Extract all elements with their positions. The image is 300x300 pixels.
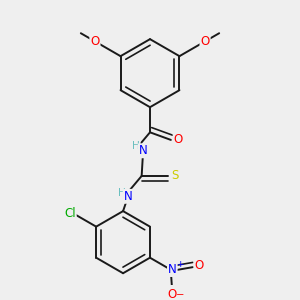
Text: O: O [195, 260, 204, 272]
Text: N: N [139, 144, 148, 157]
Text: Cl: Cl [64, 207, 76, 220]
Text: O: O [168, 288, 177, 300]
Text: O: O [200, 35, 210, 48]
Text: H: H [132, 141, 140, 152]
Text: H: H [118, 188, 125, 198]
Text: +: + [176, 260, 184, 269]
Text: O: O [90, 35, 100, 48]
Text: −: − [176, 290, 184, 300]
Text: O: O [174, 134, 183, 146]
Text: S: S [171, 169, 178, 182]
Text: N: N [168, 263, 177, 276]
Text: N: N [124, 190, 133, 203]
